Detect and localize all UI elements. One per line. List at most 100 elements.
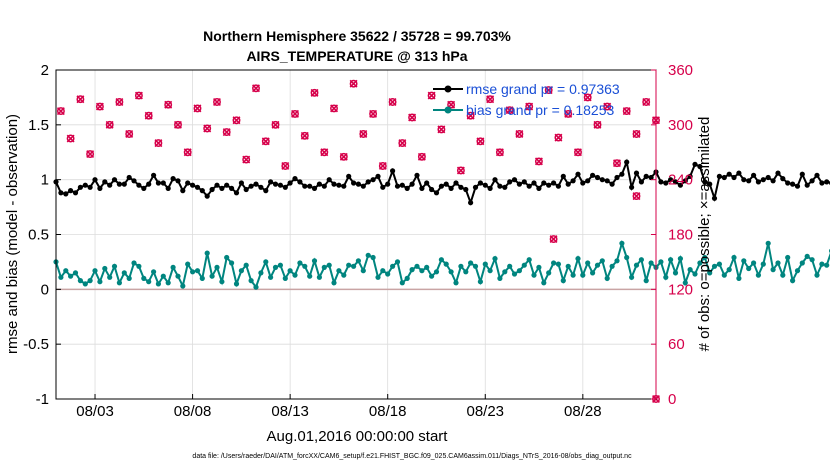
rmse-point (141, 185, 147, 191)
rmse-point (365, 179, 371, 185)
rmse-point (351, 180, 357, 186)
bias-point (82, 281, 88, 287)
obs-assimilated-marker (213, 98, 221, 106)
bias-point (311, 258, 318, 264)
obs-assimilated-marker (515, 130, 524, 138)
obs-possible-marker (427, 91, 436, 100)
obs-assimilated-marker (291, 109, 299, 118)
obs-possible-marker (125, 130, 134, 138)
rmse-point (819, 180, 825, 186)
rmse-point (136, 182, 142, 188)
legend-rmse-marker (444, 85, 452, 93)
bias-point (599, 258, 605, 264)
obs-possible-marker (388, 98, 397, 106)
rmse-point (521, 179, 527, 185)
obs-possible-marker (56, 107, 65, 116)
obs-possible-marker (622, 107, 631, 116)
obs-count-point (95, 102, 104, 111)
rmse-point (687, 173, 693, 179)
obs-assimilated-marker (115, 98, 124, 106)
bias-point (424, 264, 430, 270)
chart-subtitle: AIRS_TEMPERATURE @ 313 hPa (246, 48, 467, 64)
bias-point (297, 260, 303, 266)
rmse-point (263, 188, 269, 194)
rmse-point (551, 180, 557, 186)
bias-point (746, 265, 752, 272)
obs-possible-marker (193, 104, 202, 113)
bias-point (751, 260, 757, 266)
rmse-point (116, 181, 122, 187)
obs-count-point (476, 137, 485, 146)
bias-point (268, 274, 274, 280)
bias-point (209, 273, 215, 279)
obs-possible-marker (613, 159, 621, 168)
obs-assimilated-marker (76, 95, 85, 104)
obs-count-point (144, 111, 153, 120)
y-right-tick-label: 60 (668, 336, 685, 353)
bias-point (477, 279, 483, 285)
bias-point (702, 254, 708, 261)
obs-possible-marker (291, 109, 299, 118)
obs-count-point (456, 166, 465, 175)
obs-possible-marker (515, 130, 524, 138)
rmse-point (575, 171, 581, 177)
bias-point (741, 258, 747, 264)
obs-count-point (398, 139, 407, 148)
rmse-point (390, 168, 396, 174)
obs-count-point (603, 102, 612, 111)
obs-assimilated-marker (369, 109, 378, 118)
obs-count-series (56, 79, 660, 403)
obs-possible-marker (642, 98, 651, 106)
bias-point (721, 272, 727, 278)
bias-point (204, 250, 210, 256)
obs-count-point (349, 79, 358, 88)
obs-assimilated-marker (183, 148, 192, 157)
rmse-point (204, 193, 210, 199)
rmse-point (624, 159, 630, 165)
rmse-point (414, 172, 420, 178)
obs-possible-marker (632, 192, 641, 201)
rmse-point (492, 177, 498, 183)
y-axis-right-ticks: 360 300 240 180 120 60 0 (651, 62, 693, 408)
bias-point (307, 273, 313, 279)
obs-possible-marker (437, 125, 446, 134)
rmse-point (438, 183, 444, 189)
bias-point (726, 267, 732, 273)
rmse-point (209, 186, 215, 193)
obs-assimilated-marker (593, 120, 602, 129)
rmse-point (497, 183, 503, 189)
obs-possible-marker (144, 111, 153, 120)
obs-assimilated-marker (564, 109, 573, 118)
rmse-point (248, 183, 254, 189)
obs-count-point (486, 95, 495, 104)
bias-point (326, 262, 332, 268)
rmse-point (580, 180, 586, 186)
rmse-point (502, 184, 508, 190)
obs-count-point (154, 139, 163, 148)
rmse-point (526, 183, 532, 189)
obs-assimilated-marker (330, 104, 339, 113)
obs-assimilated-marker (544, 86, 553, 95)
rmse-point (633, 170, 640, 176)
bias-point (677, 256, 684, 262)
bias-point (824, 262, 830, 268)
rmse-point (375, 173, 381, 179)
rmse-point (385, 181, 391, 187)
bias-point (404, 275, 410, 281)
bias-point (668, 257, 674, 263)
rmse-point (516, 181, 523, 187)
bias-point (92, 268, 98, 274)
bias-point (585, 260, 591, 266)
bias-point (385, 271, 391, 277)
rmse-point (355, 181, 361, 187)
bias-point (302, 263, 308, 269)
obs-possible-marker (417, 152, 426, 161)
bias-point (409, 267, 415, 273)
rmse-point (721, 174, 727, 181)
rmse-point (672, 179, 679, 185)
rmse-point (643, 173, 649, 179)
obs-possible-marker (86, 150, 95, 159)
rmse-point (482, 182, 488, 188)
rmse-point (468, 200, 474, 206)
bias-point (780, 272, 786, 278)
